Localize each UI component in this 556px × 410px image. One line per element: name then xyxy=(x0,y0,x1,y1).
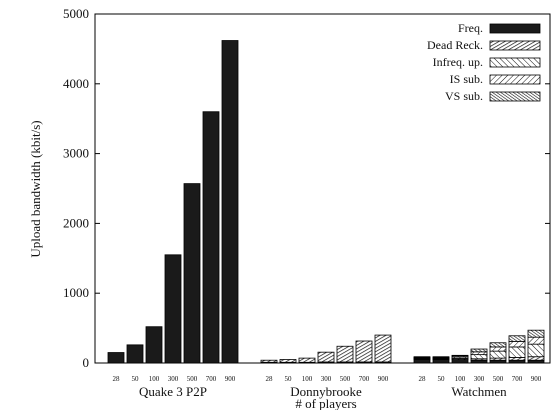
bar-donnybrooke-100-dead-reck xyxy=(298,357,316,363)
bar-watchmen-700-dead-reck xyxy=(508,357,526,361)
x-tick-label: 300 xyxy=(168,375,179,383)
legend-label-dead-reck: Dead Reck. xyxy=(427,38,483,52)
x-tick-label: 300 xyxy=(474,375,485,383)
y-tick-label: 0 xyxy=(83,355,90,370)
bar-watchmen-500-is-sub xyxy=(489,346,507,352)
bar-watchmen-900-is-sub xyxy=(527,336,545,345)
bar-watchmen-28-vs-sub xyxy=(413,356,431,358)
x-tick-label: 700 xyxy=(206,375,217,383)
legend-label-is-sub: IS sub. xyxy=(450,72,483,86)
bar-donnybrooke-500-dead-reck xyxy=(336,345,354,363)
bar-watchmen-100-freq xyxy=(451,359,469,364)
group-labels: Quake 3 P2P Donnybrooke Watchmen xyxy=(139,384,507,399)
bar-watchmen-700-vs-sub xyxy=(508,335,526,342)
bar-watchmen-50-freq xyxy=(432,359,450,364)
bar-quake-3-p2p-50-freq xyxy=(126,344,144,364)
bar-watchmen-28-freq xyxy=(413,359,431,364)
legend: Freq. Dead Reck. Infreq. up. IS sub. VS sub. xyxy=(427,21,541,103)
bar-quake-3-p2p-900-freq xyxy=(221,40,239,364)
legend-label-vs-sub: VS sub. xyxy=(445,89,483,103)
x-axis-label: # of players xyxy=(295,396,356,410)
x-tick-label: 28 xyxy=(266,375,274,383)
bar-watchmen-900-vs-sub xyxy=(527,329,545,338)
legend-swatch-is-sub xyxy=(489,74,541,85)
x-tick-label: 900 xyxy=(531,375,542,383)
group-label-quake-3-p2p: Quake 3 P2P xyxy=(139,384,207,399)
legend-label-freq: Freq. xyxy=(458,21,483,35)
bar-watchmen-700-is-sub xyxy=(508,340,526,348)
group-label-donnybrooke: Donnybrooke xyxy=(290,384,362,399)
bar-donnybrooke-700-dead-reck xyxy=(355,340,373,363)
x-tick-label: 300 xyxy=(321,375,332,383)
x-tick-label: 900 xyxy=(225,375,236,383)
x-tick-label: 28 xyxy=(419,375,427,383)
y-tick-label: 4000 xyxy=(63,76,89,91)
bar-watchmen-300-vs-sub xyxy=(470,348,488,353)
bar-watchmen-900-dead-reck xyxy=(527,356,545,361)
y-axis-label: Upload bandwidth (kbit/s) xyxy=(28,120,43,257)
bar-quake-3-p2p-300-freq xyxy=(164,254,182,364)
x-tick-label: 500 xyxy=(493,375,504,383)
bar-watchmen-500-infreq-up xyxy=(489,350,507,359)
bar-watchmen-700-infreq-up xyxy=(508,346,526,358)
bar-watchmen-300-is-sub xyxy=(470,351,488,356)
bar-quake-3-p2p-500-freq xyxy=(183,183,201,364)
legend-label-infreq-up: Infreq. up. xyxy=(433,55,483,69)
bar-quake-3-p2p-100-freq xyxy=(145,326,163,364)
bar-quake-3-p2p-28-freq xyxy=(107,352,125,364)
y-tick-label: 5000 xyxy=(63,6,89,21)
x-tick-label: 900 xyxy=(378,375,389,383)
x-tick-label: 700 xyxy=(359,375,370,383)
x-tick-label: 100 xyxy=(149,375,160,383)
legend-swatch-vs-sub xyxy=(489,91,541,102)
group-label-watchmen: Watchmen xyxy=(451,384,507,399)
bar-donnybrooke-28-dead-reck xyxy=(260,359,278,363)
y-tick-label: 3000 xyxy=(63,146,89,161)
y-tick-label: 1000 xyxy=(63,285,89,300)
y-axis: 0 1000 2000 3000 4000 5000 xyxy=(63,6,550,370)
x-tick-label: 700 xyxy=(512,375,523,383)
x-tick-label: 500 xyxy=(187,375,198,383)
bars xyxy=(107,40,545,364)
bar-donnybrooke-50-dead-reck xyxy=(279,359,297,363)
bar-watchmen-900-infreq-up xyxy=(527,343,545,358)
x-tick-labels: 28 50 100 300 500 700 900 28 50 100 300 500 700 900 28… xyxy=(113,375,542,383)
x-tick-label: 100 xyxy=(302,375,313,383)
bar-watchmen-700-freq xyxy=(508,359,526,364)
x-tick-label: 100 xyxy=(455,375,466,383)
y-tick-label: 2000 xyxy=(63,215,89,230)
legend-swatch-freq xyxy=(489,23,541,34)
x-tick-label: 50 xyxy=(438,375,446,383)
bar-quake-3-p2p-700-freq xyxy=(202,111,220,364)
bar-watchmen-50-vs-sub xyxy=(432,356,450,358)
x-tick-label: 28 xyxy=(113,375,121,383)
x-tick-label: 50 xyxy=(285,375,293,383)
x-tick-label: 500 xyxy=(340,375,351,383)
legend-swatch-infreq-up xyxy=(489,57,541,68)
bar-donnybrooke-900-dead-reck xyxy=(374,334,392,363)
bar-donnybrooke-300-dead-reck xyxy=(317,351,335,363)
bar-watchmen-100-vs-sub xyxy=(451,354,469,357)
bar-watchmen-500-vs-sub xyxy=(489,342,507,348)
bar-watchmen-300-freq xyxy=(470,359,488,364)
bar-watchmen-900-freq xyxy=(527,359,545,364)
x-tick-label: 50 xyxy=(132,375,140,383)
legend-swatch-dead-reck xyxy=(489,40,541,51)
bar-watchmen-500-freq xyxy=(489,359,507,364)
bar-watchmen-300-infreq-up xyxy=(470,354,488,360)
